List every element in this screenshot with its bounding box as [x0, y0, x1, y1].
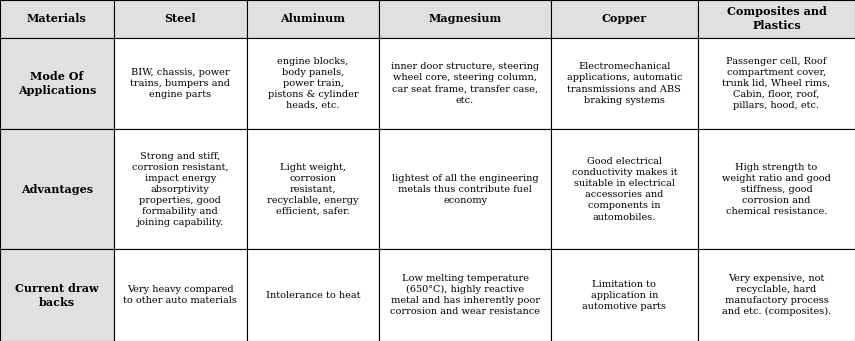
Bar	[114, 249, 246, 341]
Bar	[246, 0, 380, 38]
Text: Limitation to
application in
automotive parts: Limitation to application in automotive …	[582, 280, 666, 311]
Text: Mode Of
Applications: Mode Of Applications	[18, 71, 96, 96]
Bar	[0, 249, 114, 341]
Bar	[380, 38, 551, 129]
Text: BIW, chassis, power
trains, bumpers and
engine parts: BIW, chassis, power trains, bumpers and …	[130, 68, 230, 99]
Text: Materials: Materials	[27, 13, 87, 24]
Bar	[114, 0, 246, 38]
Text: Very expensive, not
recyclable, hard
manufactory process
and etc. (composites).: Very expensive, not recyclable, hard man…	[722, 274, 831, 316]
Text: inner door structure, steering
wheel core, steering column,
car seat frame, tran: inner door structure, steering wheel cor…	[391, 62, 540, 105]
Bar	[551, 249, 698, 341]
Bar	[0, 0, 114, 38]
Text: engine blocks,
body panels,
power train,
pistons & cylinder
heads, etc.: engine blocks, body panels, power train,…	[268, 57, 358, 110]
Bar	[380, 249, 551, 341]
Text: Very heavy compared
to other auto materials: Very heavy compared to other auto materi…	[123, 285, 237, 305]
Bar	[380, 129, 551, 249]
Bar	[246, 38, 380, 129]
Text: Passenger cell, Roof
compartment cover,
trunk lid, Wheel rims,
Cabin, floor, roo: Passenger cell, Roof compartment cover, …	[722, 57, 830, 110]
Text: Strong and stiff,
corrosion resistant,
impact energy
absorptivity
properties, go: Strong and stiff, corrosion resistant, i…	[132, 151, 228, 227]
Bar	[114, 129, 246, 249]
Bar	[551, 38, 698, 129]
Bar	[114, 38, 246, 129]
Bar	[246, 249, 380, 341]
Text: Copper: Copper	[602, 13, 647, 24]
Text: Intolerance to heat: Intolerance to heat	[266, 291, 360, 300]
Bar	[380, 0, 551, 38]
Text: Steel: Steel	[164, 13, 196, 24]
Text: Magnesium: Magnesium	[428, 13, 502, 24]
Text: Advantages: Advantages	[21, 184, 93, 195]
Bar	[246, 129, 380, 249]
Text: Current draw
backs: Current draw backs	[15, 283, 99, 308]
Bar	[698, 0, 855, 38]
Bar	[698, 38, 855, 129]
Bar	[551, 0, 698, 38]
Text: Good electrical
conductivity makes it
suitable in electrical
accessories and
com: Good electrical conductivity makes it su…	[572, 157, 677, 222]
Text: Composites and
Plastics: Composites and Plastics	[727, 6, 827, 31]
Text: Light weight,
corrosion
resistant,
recyclable, energy
efficient, safer.: Light weight, corrosion resistant, recyc…	[268, 163, 359, 216]
Bar	[698, 129, 855, 249]
Bar	[0, 38, 114, 129]
Text: High strength to
weight ratio and good
stiffness, good
corrosion and
chemical re: High strength to weight ratio and good s…	[722, 163, 831, 216]
Text: Aluminum: Aluminum	[280, 13, 345, 24]
Text: Electromechanical
applications, automatic
transmissions and ABS
braking systems: Electromechanical applications, automati…	[567, 62, 682, 105]
Text: lightest of all the engineering
metals thus contribute fuel
economy: lightest of all the engineering metals t…	[392, 174, 539, 205]
Bar	[698, 249, 855, 341]
Bar	[551, 129, 698, 249]
Text: Low melting temperature
(650°C), highly reactive
metal and has inherently poor
c: Low melting temperature (650°C), highly …	[390, 274, 540, 316]
Bar	[0, 129, 114, 249]
